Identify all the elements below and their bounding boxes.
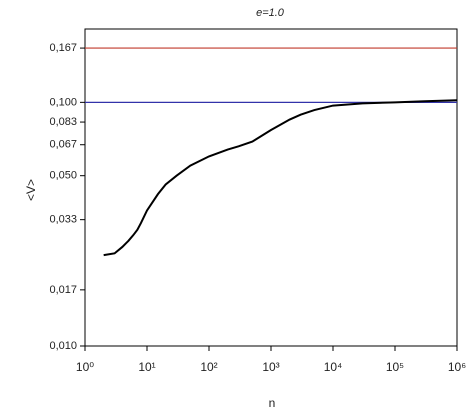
y-tick-label: 0,167 — [49, 42, 77, 54]
x-tick-label: 10⁴ — [324, 360, 343, 374]
x-tick-label: 10¹ — [138, 360, 155, 374]
x-tick-label: 10⁰ — [76, 360, 94, 374]
y-tick-label: 0,050 — [49, 170, 77, 182]
y-tick-label: 0,017 — [49, 284, 77, 296]
chart-title: e=1.0 — [256, 7, 285, 19]
plot-frame — [84, 28, 458, 347]
x-tick-label: 10³ — [262, 360, 279, 374]
y-tick-label: 0,083 — [49, 116, 77, 128]
y-tick-label: 0,067 — [49, 139, 77, 151]
x-tick-label: 10⁵ — [386, 360, 404, 374]
x-tick-label: 10² — [200, 360, 217, 374]
y-tick-label: 0,100 — [49, 96, 77, 108]
y-tick-label: 0,010 — [49, 340, 77, 352]
data-line — [103, 99, 458, 257]
x-axis-label: n — [269, 396, 276, 410]
y-tick-label: 0,033 — [49, 214, 77, 226]
y-axis-label: <V> — [24, 179, 38, 201]
x-tick-label: 10⁶ — [448, 360, 466, 374]
